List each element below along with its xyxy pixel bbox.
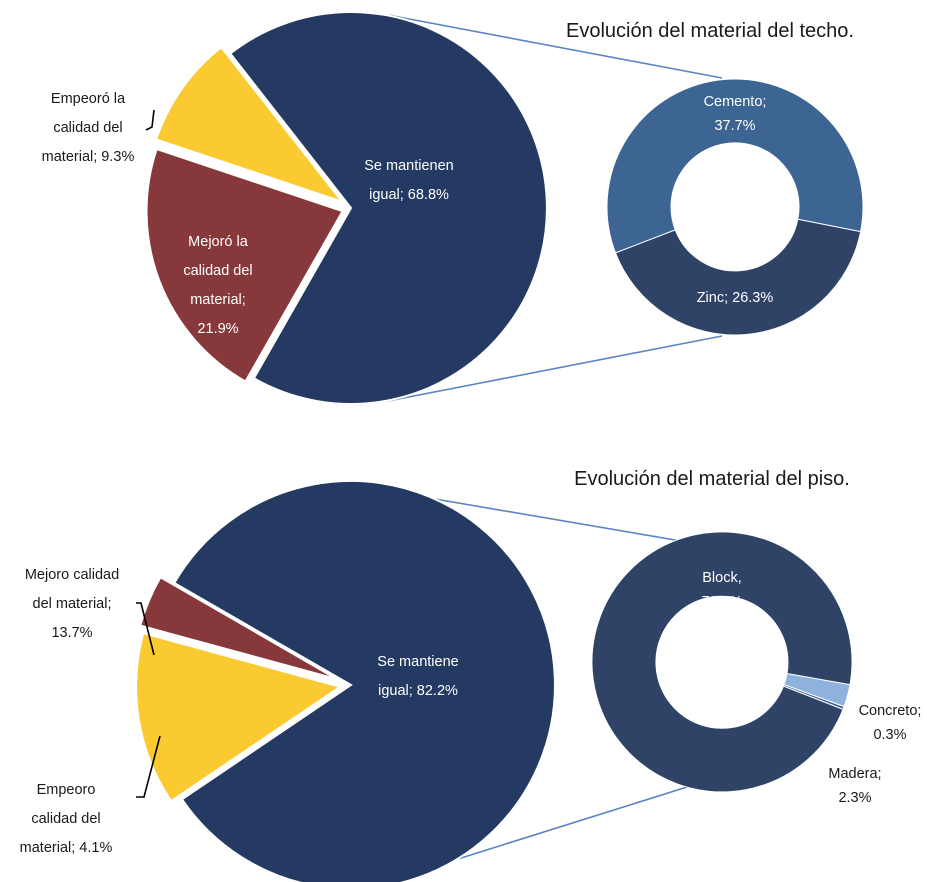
pie-label-2-line-1: Mejoró la <box>188 234 249 250</box>
pie-leader-3 <box>145 109 155 131</box>
pie-leader-3 <box>136 735 161 798</box>
pie-slice-2 <box>135 631 343 803</box>
donut-slice-1 <box>591 531 853 793</box>
donut-label-2-line-1: Zinc; 26.3% <box>697 290 774 306</box>
donut-label-1-line-2: 79.6% <box>701 594 742 610</box>
pie-label-1-line-1: Se mantiene <box>377 654 458 670</box>
donut-slice-1 <box>606 78 864 254</box>
pie-label-3-line-2: calidad del <box>31 811 100 827</box>
pie-label-2-line-3: material; <box>190 292 246 308</box>
donut-label-1-line-2: 37.7% <box>714 118 755 134</box>
pie-label-3-line-3: material; 4.1% <box>20 840 113 856</box>
pie-label-1-line-2: igual; 82.2% <box>378 683 458 699</box>
donut-label-2-line-1: Concreto; <box>859 703 922 719</box>
pie-label-2-line-1: Mejoro calidad <box>25 567 119 583</box>
pie-slice-3 <box>154 45 345 204</box>
pie-label-2-line-4: 21.9% <box>197 321 238 337</box>
pie-label-3-line-1: Empeoró la <box>51 91 126 107</box>
chart-title-1: Evolución del material del techo. <box>566 20 854 42</box>
connector-line-2 <box>387 335 723 402</box>
pie-slice-1 <box>228 11 548 405</box>
donut-slice-2 <box>614 218 862 336</box>
pie-label-1-line-2: igual; 68.8% <box>369 187 449 203</box>
chart-2: Evolución del material del piso. <box>135 468 853 882</box>
pie-label-2-line-2: del material; <box>33 596 112 612</box>
pie-label-2-line-2: calidad del <box>183 263 252 279</box>
connector-line-1 <box>387 490 723 549</box>
pie-label-3-line-3: material; 9.3% <box>42 149 135 165</box>
donut-label-3-line-2: 2.3% <box>838 790 871 806</box>
pie-slice-2 <box>145 147 345 383</box>
pie-label-3-line-2: calidad del <box>53 120 122 136</box>
pie-label-1-line-1: Se mantienen <box>364 158 453 174</box>
pie-slice-1 <box>172 479 556 882</box>
donut-label-3-line-1: Madera; <box>828 766 881 782</box>
chart-1: Evolución del material del techo. <box>145 11 864 405</box>
donut-label-1-line-1: Cemento; <box>704 94 767 110</box>
donut-label-2-line-2: 0.3% <box>873 727 906 743</box>
pie-label-2-line-3: 13.7% <box>51 625 92 641</box>
pie-label-3-line-1: Empeoro <box>37 782 96 798</box>
donut-label-1-line-1: Block, <box>702 570 742 586</box>
connector-line-1 <box>387 14 723 79</box>
pie-leader-2 <box>136 602 155 656</box>
chart-title-2: Evolución del material del piso. <box>574 468 850 490</box>
pie-slice-3 <box>139 575 338 681</box>
